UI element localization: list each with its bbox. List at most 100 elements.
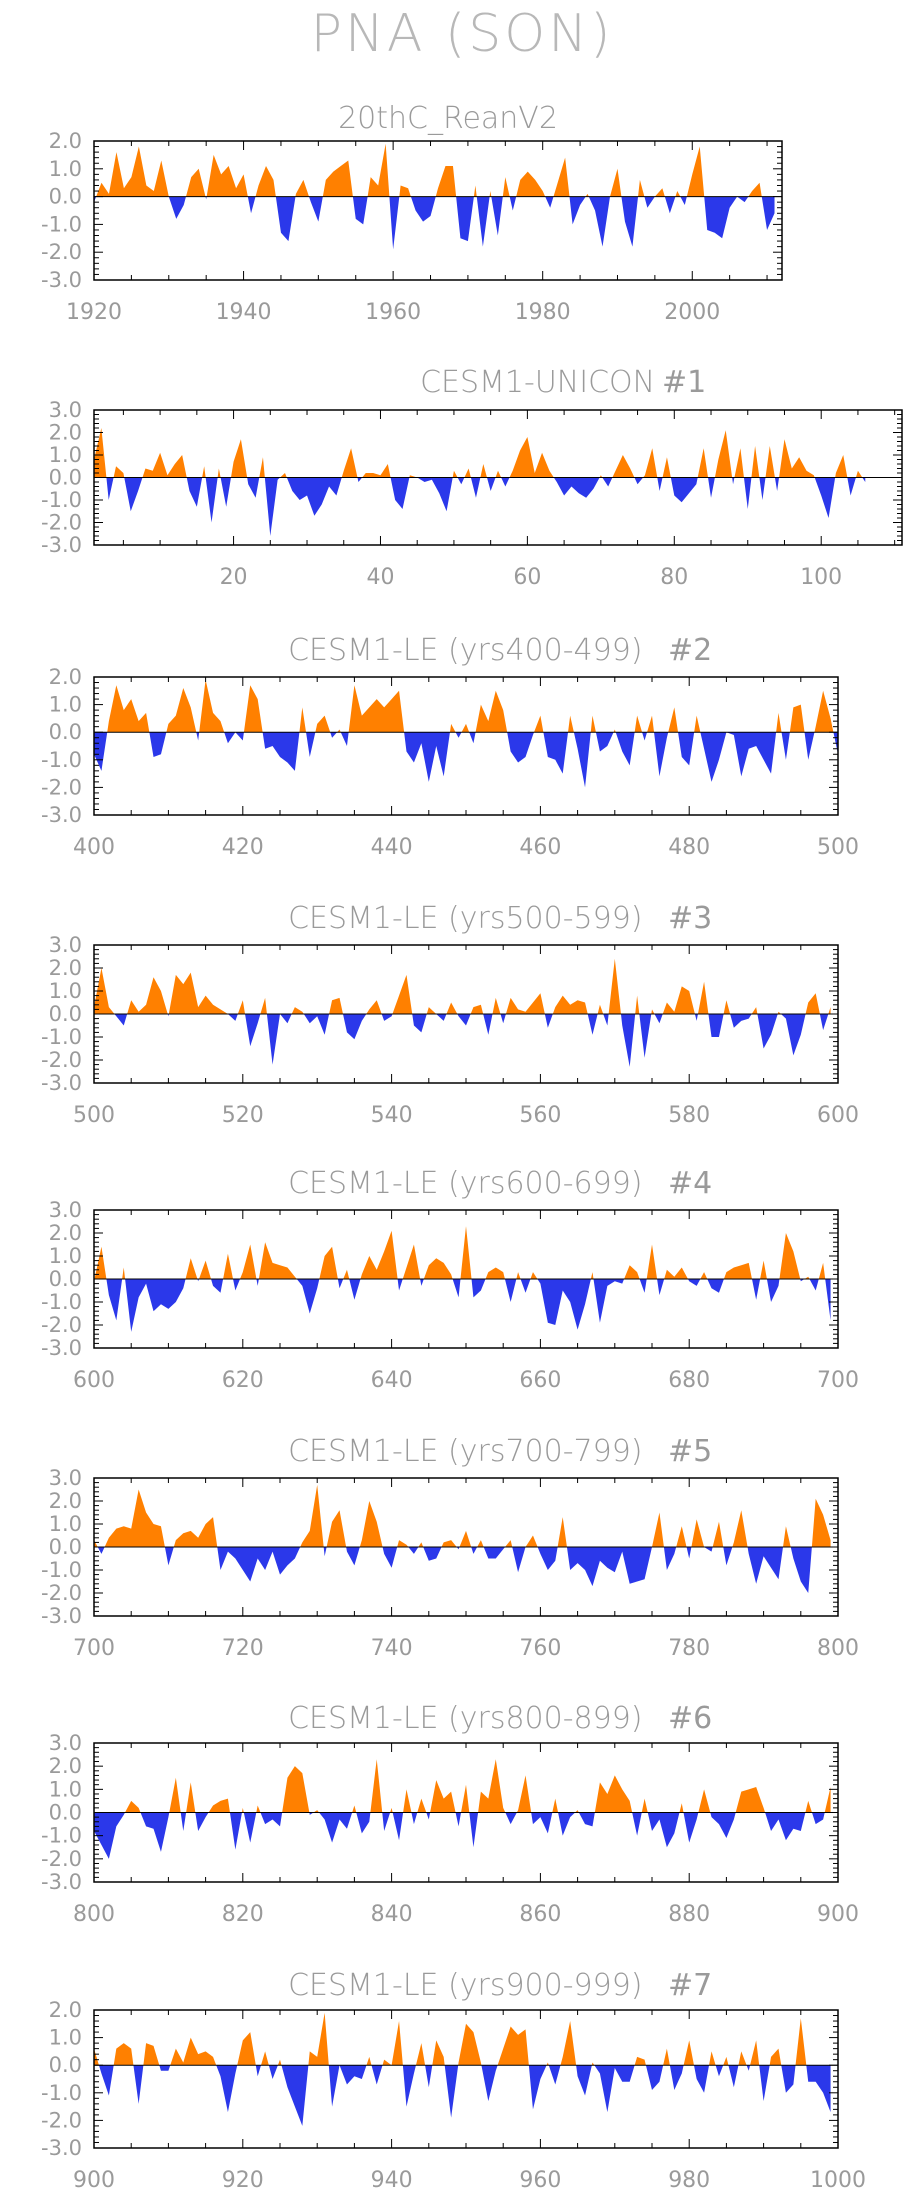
x-tick-label: 700: [817, 1368, 859, 1393]
y-tick-label: 3.0: [49, 1731, 82, 1755]
x-tick-label: 640: [371, 1368, 413, 1393]
y-tick-label: 2.0: [49, 956, 82, 980]
chart-panel-2: 3.02.01.00.0-1.0-2.0-3.0 20 40 60 80 100 CESM1…: [41, 365, 903, 590]
x-tick-label: 1000: [810, 2168, 866, 2192]
run-label: #5: [668, 1434, 712, 1469]
y-tick-label: -2.0: [41, 1048, 82, 1072]
x-tick-label: 900: [817, 1902, 859, 1927]
x-tick-label: 600: [817, 1103, 859, 1128]
y-tick-label: 2.0: [49, 1221, 82, 1245]
x-tick-label: 420: [222, 835, 264, 860]
x-tick-label: 2000: [664, 300, 720, 325]
x-tick-label: 880: [668, 1902, 710, 1927]
x-tick-label: 740: [371, 1636, 413, 1661]
y-tick-label: -3.0: [41, 1870, 82, 1894]
y-tick-label: 0.0: [49, 1535, 82, 1559]
y-tick-label: -1.0: [41, 1025, 82, 1049]
y-tick-label: 0.0: [49, 1002, 82, 1026]
x-tick-label: 480: [668, 835, 710, 860]
x-tick-label: 600: [73, 1368, 115, 1393]
y-tick-label: 2.0: [49, 665, 82, 689]
chart-panel-6: 3.02.01.00.0-1.0-2.0-3.0 700 720 740 760 780 8…: [41, 1434, 859, 1661]
y-tick-label: 0.0: [49, 185, 82, 209]
x-tick-label: 560: [519, 1103, 561, 1128]
y-tick-label: 3.0: [49, 1466, 82, 1490]
chart-panel-8: 2.0 1.0 0.0 -1.0 -2.0 -3.0 900 920 940 960 980 1000…: [41, 1968, 866, 2192]
x-tick-label: 540: [371, 1103, 413, 1128]
positive-anomaly-area: [94, 2012, 831, 2066]
y-tick-label: 3.0: [49, 1198, 82, 1222]
run-label: #4: [668, 1166, 712, 1201]
x-tick-label: 60: [513, 565, 541, 590]
x-tick-label: 800: [73, 1902, 115, 1927]
y-tick-label: 0.0: [49, 466, 82, 490]
x-tick-label: 440: [371, 835, 413, 860]
y-tick-label: -2.0: [41, 1581, 82, 1605]
plot-frame: [93, 140, 783, 281]
y-tick-label: -3.0: [41, 533, 82, 557]
y-tick-label: -3.0: [41, 803, 82, 827]
negative-anomaly-area: [94, 196, 775, 250]
run-label: #6: [668, 1701, 712, 1736]
x-tick-label: 1920: [66, 300, 122, 325]
x-tick-label: 500: [73, 1103, 115, 1128]
x-tick-label: 40: [366, 565, 394, 590]
x-tick-label: 680: [668, 1368, 710, 1393]
panel-title: CESM1-LE (yrs400-499): [288, 633, 642, 668]
y-tick-label: -1.0: [41, 2081, 82, 2105]
x-tick-label: 80: [660, 565, 688, 590]
x-tick-label: 860: [519, 1902, 561, 1927]
x-tick-label: 20: [220, 565, 248, 590]
y-tick-label: 1.0: [49, 1244, 82, 1268]
y-tick-label: -2.0: [41, 775, 82, 799]
y-tick-label: -2.0: [41, 1847, 82, 1871]
x-tick-label: 460: [519, 835, 561, 860]
x-tick-label: 900: [73, 2168, 115, 2192]
y-tick-label: -3.0: [41, 1071, 82, 1095]
negative-anomaly-area: [94, 1014, 831, 1067]
panel-title: 20thC_ReanV2: [338, 101, 558, 136]
y-tick-label: -1.0: [41, 212, 82, 236]
panel-title: CESM1-LE (yrs600-699): [288, 1166, 642, 1201]
x-tick-label: 800: [817, 1636, 859, 1661]
y-tick-label: 2.0: [49, 1998, 82, 2022]
y-tick-label: -1.0: [41, 488, 82, 512]
panel-title: CESM1-LE (yrs800-899): [288, 1701, 642, 1736]
x-tick-label: 920: [222, 2168, 264, 2192]
y-tick-label: -1.0: [41, 748, 82, 772]
chart-panel-5: 3.02.01.00.0-1.0-2.0-3.0 600 620 640 660 680 7…: [41, 1166, 859, 1393]
x-tick-label: 400: [73, 835, 115, 860]
x-tick-label: 1940: [216, 300, 272, 325]
y-tick-label: 2.0: [49, 421, 82, 445]
y-tick-label: 0.0: [49, 720, 82, 744]
y-tick-label: 1.0: [49, 443, 82, 467]
page-title: PNA (SON): [310, 4, 614, 64]
y-tick-label: 2.0: [49, 129, 82, 153]
x-tick-label: 780: [668, 1636, 710, 1661]
y-tick-label: 1.0: [49, 2026, 82, 2050]
y-tick-label: -3.0: [41, 268, 82, 292]
y-tick-label: 1.0: [49, 979, 82, 1003]
negative-anomaly-area: [94, 1547, 831, 1593]
chart-panel-4: 3.02.01.00.0-1.0-2.0-3.0 500 520 540 560 580 6…: [41, 901, 859, 1128]
negative-anomaly-area: [94, 1279, 831, 1332]
y-tick-label: 0.0: [49, 1267, 82, 1291]
run-label: #2: [668, 633, 712, 668]
y-tick-label: -3.0: [41, 1336, 82, 1360]
positive-anomaly-area: [94, 428, 866, 478]
negative-anomaly-area: [94, 477, 866, 536]
positive-anomaly-area: [94, 1759, 831, 1813]
x-tick-label: 960: [519, 2168, 561, 2192]
positive-anomaly-area: [94, 679, 838, 733]
y-tick-label: -1.0: [41, 1290, 82, 1314]
negative-anomaly-area: [94, 1812, 831, 1859]
y-tick-label: -3.0: [41, 2136, 82, 2160]
positive-anomaly-area: [94, 1484, 831, 1547]
y-tick-label: 3.0: [49, 398, 82, 422]
x-tick-label: 1980: [515, 300, 571, 325]
negative-anomaly-area: [94, 732, 838, 788]
x-tick-label: 980: [668, 2168, 710, 2192]
x-tick-label: 820: [222, 1902, 264, 1927]
panel-title: CESM1-UNICON: [420, 365, 655, 400]
